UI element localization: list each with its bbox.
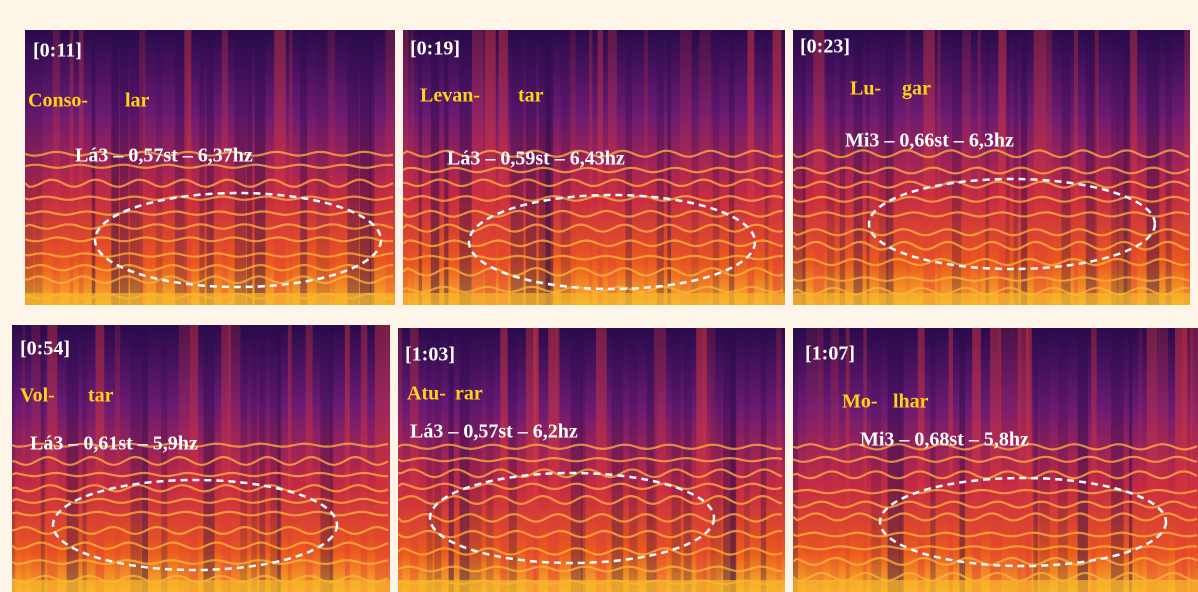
- floor-band: [25, 293, 395, 305]
- spectrogram-panel: [793, 30, 1196, 305]
- streak: [684, 328, 692, 592]
- streak: [949, 328, 953, 592]
- page: [0:11] Conso-lar Lá3 – 0,57st – 6,37hz [0:1…: [0, 0, 1198, 592]
- streak: [161, 325, 167, 592]
- streak: [1166, 30, 1172, 305]
- streak: [773, 30, 782, 305]
- streak: [330, 325, 334, 592]
- syllable: lar: [125, 90, 150, 112]
- vibrato-note: Lá3 – 0,59st – 6,43hz: [447, 148, 625, 170]
- syllable: Conso-: [28, 90, 88, 112]
- streak: [240, 325, 247, 592]
- syllable: gar: [902, 78, 931, 100]
- streak: [289, 30, 292, 305]
- figure: [0:11] Conso-lar Lá3 – 0,57st – 6,37hz [0:1…: [0, 0, 1198, 592]
- streak: [985, 30, 989, 305]
- vibrato-note: Lá3 – 0,57st – 6,37hz: [75, 145, 253, 167]
- streak: [460, 328, 470, 592]
- streak: [930, 328, 935, 592]
- timestamp: [1:07]: [805, 343, 855, 365]
- streak: [691, 30, 698, 305]
- streak: [747, 30, 754, 305]
- timestamp: [0:11]: [33, 40, 82, 62]
- streak: [70, 30, 74, 305]
- streak: [79, 30, 84, 305]
- floor-band: [12, 580, 390, 592]
- streak: [120, 30, 129, 305]
- floor-band: [793, 580, 1198, 592]
- streak: [1006, 30, 1010, 305]
- streak: [115, 325, 120, 592]
- streak: [111, 30, 118, 305]
- streak: [199, 30, 204, 305]
- streak: [300, 30, 307, 305]
- streak: [207, 30, 214, 305]
- syllable: lhar: [893, 391, 929, 413]
- streak: [1091, 328, 1097, 592]
- syllable: tar: [88, 385, 114, 407]
- streak: [419, 30, 422, 305]
- streak: [25, 30, 34, 305]
- streak: [1074, 30, 1078, 305]
- floor-band: [793, 293, 1190, 305]
- streak: [818, 328, 823, 592]
- streak: [644, 30, 648, 305]
- timestamp: [0:23]: [800, 36, 850, 58]
- streak: [557, 328, 560, 592]
- spectrogram-panel: [398, 328, 785, 592]
- streak: [277, 325, 281, 592]
- vibrato-note: Mi3 – 0,66st – 6,3hz: [845, 130, 1014, 152]
- timestamp: [1:03]: [405, 344, 455, 366]
- streak: [657, 30, 664, 305]
- streak: [190, 325, 199, 592]
- vibrato-note: Lá3 – 0,61st – 5,9hz: [30, 433, 198, 455]
- streak: [431, 30, 439, 305]
- streak: [680, 30, 692, 305]
- streak: [699, 30, 711, 305]
- streak: [204, 325, 215, 592]
- spectrogram-panel: [12, 325, 397, 592]
- streak: [22, 325, 25, 592]
- streak: [509, 328, 517, 592]
- streak: [251, 325, 256, 592]
- streak: [548, 328, 558, 592]
- spectrogram-panel: [25, 30, 397, 305]
- streak: [1040, 328, 1050, 592]
- streak: [863, 328, 866, 592]
- syllable: rar: [455, 383, 483, 405]
- streak: [34, 30, 42, 305]
- streak: [846, 328, 850, 592]
- syllable: Lu-: [850, 78, 881, 100]
- streak: [1138, 328, 1142, 592]
- timestamp: [0:19]: [410, 38, 460, 60]
- streak: [375, 325, 387, 592]
- timestamp: [0:54]: [20, 338, 70, 360]
- vibrato-note: Mi3 – 0,68st – 5,8hz: [860, 429, 1029, 451]
- syllable: Atu-: [407, 383, 446, 405]
- streak: [67, 325, 79, 592]
- streak: [854, 30, 863, 305]
- syllable: tar: [518, 85, 544, 107]
- streak: [255, 30, 266, 305]
- floor-band: [398, 580, 785, 592]
- floor-band: [403, 293, 785, 305]
- streak: [999, 328, 1012, 592]
- streak: [730, 328, 736, 592]
- streak: [959, 328, 965, 592]
- streak: [288, 325, 292, 592]
- vibrato-note: Lá3 – 0,57st – 6,2hz: [410, 421, 578, 443]
- streak: [247, 30, 252, 305]
- syllable: Vol-: [20, 385, 55, 407]
- streak: [729, 30, 734, 305]
- syllable: Levan-: [420, 85, 480, 107]
- spectrogram-panel: [793, 328, 1198, 592]
- streak: [156, 30, 163, 305]
- streak: [12, 325, 15, 592]
- syllable: Mo-: [842, 391, 878, 413]
